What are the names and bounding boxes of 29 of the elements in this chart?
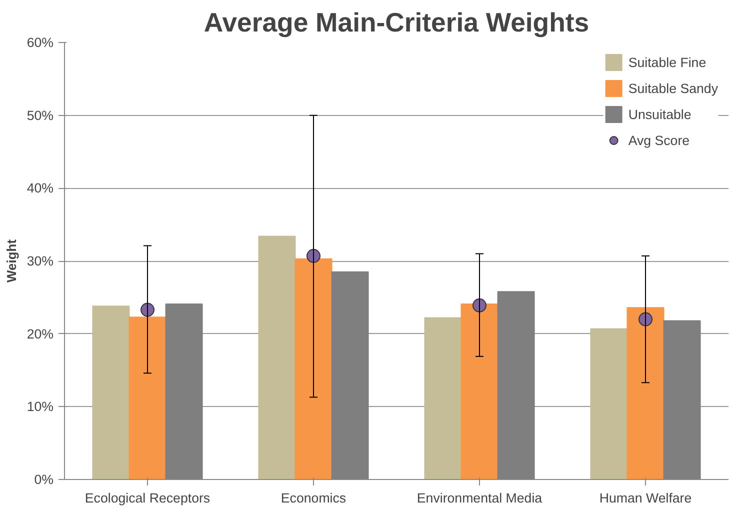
point [306, 248, 320, 263]
legend-label: Avg Score [628, 132, 690, 148]
point [140, 302, 154, 317]
y-tick-label: 30% [26, 254, 54, 268]
legend-label: Suitable Fine [628, 54, 706, 70]
y-tick-label: 10% [26, 399, 54, 414]
bar [92, 306, 130, 480]
x-tick-label: Ecological Receptors [84, 490, 210, 506]
bar [460, 303, 498, 480]
x-tick-label: Economics [280, 490, 346, 506]
legend-label: Unsuitable [628, 106, 692, 122]
x-tick-label: Human Welfare [599, 490, 692, 506]
y-axis-title: Weight [4, 238, 19, 283]
bar [294, 258, 332, 480]
bar [590, 328, 628, 480]
y-tick-label: 50% [26, 108, 54, 123]
x-tick-label: Environmental Media [416, 490, 543, 506]
bar [258, 236, 296, 480]
point [638, 312, 652, 326]
chart-title: Average Main-Criteria Weights [204, 8, 590, 38]
y-tick-label: 0% [34, 472, 54, 487]
y-tick-label: 40% [26, 180, 54, 196]
bar [128, 316, 166, 480]
point [472, 298, 486, 312]
y-tick-label: 20% [26, 326, 54, 342]
legend-label: Suitable Sandy [628, 80, 718, 96]
bar [626, 307, 664, 480]
bar [424, 317, 462, 480]
y-tick-label: 60% [26, 35, 54, 50]
